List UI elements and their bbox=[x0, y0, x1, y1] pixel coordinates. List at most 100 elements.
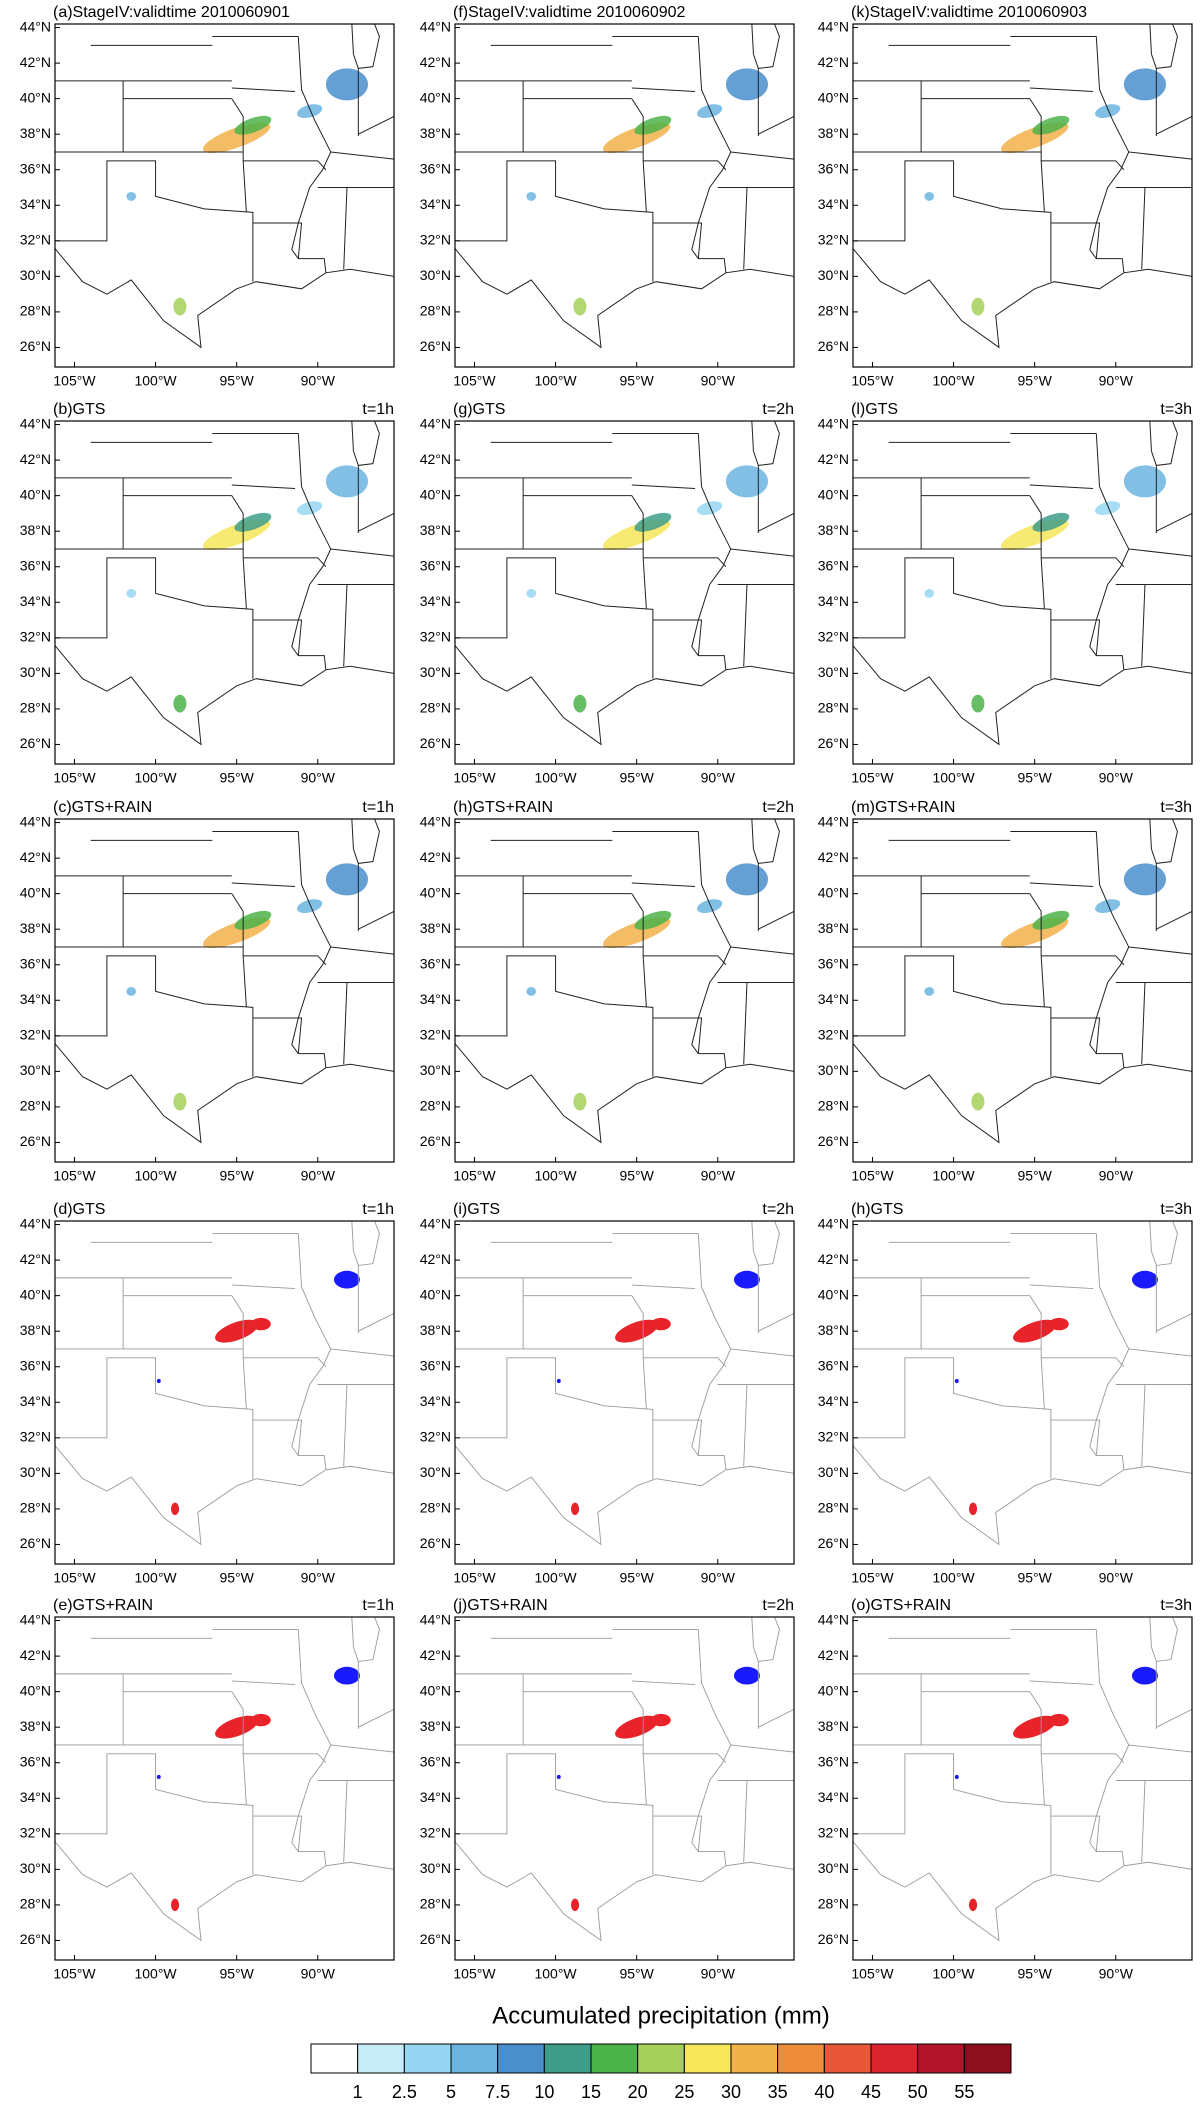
boundary bbox=[330, 1744, 394, 1753]
diff-area bbox=[733, 1666, 760, 1685]
y-tick-label: 44°N bbox=[20, 1215, 51, 1231]
precip-area bbox=[1123, 465, 1167, 498]
precip-area bbox=[325, 68, 369, 101]
y-tick-label: 36°N bbox=[818, 160, 849, 176]
y-tick-label: 28°N bbox=[20, 700, 51, 716]
y-tick-label: 32°N bbox=[20, 232, 51, 248]
boundary bbox=[853, 1840, 1192, 1942]
y-tick-label: 26°N bbox=[20, 735, 51, 751]
precip-area bbox=[697, 899, 723, 913]
boundary bbox=[353, 1617, 380, 1662]
y-tick-label: 38°N bbox=[818, 125, 849, 141]
plot-frame bbox=[852, 1616, 1193, 1961]
y-tick-label: 34°N bbox=[420, 196, 451, 212]
boundary bbox=[752, 421, 780, 466]
y-tick-label: 36°N bbox=[818, 1357, 849, 1373]
y-tick-label: 36°N bbox=[818, 955, 849, 971]
boundary bbox=[652, 222, 727, 273]
boundary bbox=[730, 548, 794, 557]
y-tick-label: 40°N bbox=[818, 89, 849, 105]
map-content bbox=[455, 1221, 794, 1546]
diff-area bbox=[251, 1713, 271, 1727]
colorbar-box bbox=[730, 2043, 779, 2074]
boundary bbox=[1149, 1617, 1152, 1648]
y-tick-label: 42°N bbox=[420, 451, 451, 467]
y-tick-label: 30°N bbox=[818, 267, 849, 283]
y-tick-label: 40°N bbox=[818, 1286, 849, 1302]
x-tick-label: 100°W bbox=[134, 1966, 177, 1982]
y-tick-label: 44°N bbox=[420, 415, 451, 431]
boundary bbox=[652, 619, 727, 670]
map-content bbox=[55, 24, 394, 349]
boundary bbox=[631, 484, 696, 490]
boundary bbox=[1029, 87, 1094, 93]
y-tick-label: 38°N bbox=[818, 920, 849, 936]
y-tick-label: 42°N bbox=[420, 54, 451, 70]
y-tick-label: 36°N bbox=[818, 1753, 849, 1769]
y-tick-label: 40°N bbox=[420, 884, 451, 900]
y-tick-label: 40°N bbox=[20, 884, 51, 900]
y-tick-label: 42°N bbox=[818, 849, 849, 865]
boundary bbox=[1128, 1348, 1192, 1357]
x-tick-label: 90°W bbox=[1099, 373, 1134, 389]
colorbar-box bbox=[637, 2043, 685, 2074]
precip-area bbox=[526, 588, 537, 598]
boundary bbox=[455, 160, 654, 282]
diff-area bbox=[170, 1502, 180, 1516]
diff-area bbox=[215, 1319, 259, 1343]
boundary bbox=[291, 831, 332, 1054]
y-tick-label: 26°N bbox=[420, 338, 451, 354]
precip-area bbox=[924, 588, 935, 598]
y-tick-label: 26°N bbox=[20, 338, 51, 354]
precip-area bbox=[971, 297, 985, 316]
boundary bbox=[231, 98, 244, 152]
plot-frame bbox=[54, 420, 395, 765]
x-tick-label: 100°W bbox=[534, 1168, 577, 1184]
panel-time: t=1h bbox=[362, 1201, 394, 1218]
y-tick-label: 28°N bbox=[20, 1098, 51, 1114]
colorbar-box bbox=[357, 2043, 405, 2074]
diff-area bbox=[156, 1774, 161, 1780]
diff-area bbox=[615, 1319, 659, 1343]
y-tick-label: 28°N bbox=[420, 700, 451, 716]
y-tick-label: 40°N bbox=[818, 1682, 849, 1698]
boundary bbox=[751, 24, 754, 55]
diff-area bbox=[733, 1270, 760, 1289]
precip-area bbox=[971, 1092, 985, 1111]
boundary bbox=[352, 421, 380, 466]
colorbar-label: 55 bbox=[954, 2082, 974, 2102]
y-tick-label: 30°N bbox=[818, 1464, 849, 1480]
boundary bbox=[631, 1284, 696, 1289]
y-tick-label: 34°N bbox=[420, 593, 451, 609]
y-tick-label: 44°N bbox=[818, 1611, 849, 1627]
colorbar-box bbox=[777, 2043, 825, 2074]
y-tick-label: 38°N bbox=[420, 125, 451, 141]
x-tick-label: 95°W bbox=[1017, 1966, 1052, 1982]
x-tick-label: 95°W bbox=[619, 373, 654, 389]
boundary bbox=[55, 644, 394, 746]
boundary bbox=[351, 1617, 354, 1648]
boundary bbox=[652, 1815, 727, 1866]
map-panel: (i)GTS t=2h 26°N 28°N 30°N 32°N 34°N 36°N 38°N 40… bbox=[420, 1201, 795, 1586]
y-tick-label: 34°N bbox=[818, 593, 849, 609]
y-tick-label: 30°N bbox=[420, 664, 451, 680]
precip-area bbox=[1095, 899, 1121, 913]
boundary bbox=[853, 247, 1192, 349]
x-tick-label: 100°W bbox=[932, 770, 975, 786]
boundary bbox=[358, 910, 394, 930]
y-tick-label: 28°N bbox=[818, 700, 849, 716]
y-tick-label: 30°N bbox=[420, 1860, 451, 1876]
boundary bbox=[631, 1295, 644, 1349]
panel-title: (i)GTS bbox=[453, 1201, 500, 1218]
y-tick-label: 30°N bbox=[20, 1860, 51, 1876]
boundary bbox=[1050, 1815, 1125, 1866]
boundary bbox=[1050, 1017, 1125, 1068]
y-tick-label: 44°N bbox=[420, 18, 451, 34]
y-tick-label: 44°N bbox=[818, 813, 849, 829]
map-content bbox=[853, 1221, 1192, 1546]
boundary bbox=[252, 619, 327, 670]
precip-area bbox=[1032, 512, 1070, 532]
panel-title: (h)GTS bbox=[851, 1201, 903, 1218]
boundary bbox=[691, 1233, 732, 1456]
plot-frame bbox=[54, 1616, 395, 1961]
